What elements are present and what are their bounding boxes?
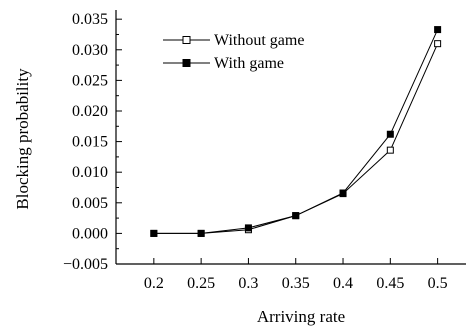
x-tick-label: 0.4 [333, 275, 353, 292]
y-tick-label: 0.010 [72, 164, 108, 181]
y-tick-label: 0.035 [72, 11, 108, 28]
open-square-marker [386, 146, 394, 154]
legend-marker-1 [182, 36, 191, 44]
y-tick-label: 0.015 [72, 134, 108, 151]
y-tick-label: 0.030 [72, 42, 108, 59]
x-tick-label: 0.25 [187, 275, 215, 292]
y-tick-label: 0.000 [72, 225, 108, 242]
x-tick-label: 0.3 [238, 275, 258, 292]
x-axis-title: Arriving rate [257, 307, 345, 326]
filled-square-marker [197, 229, 205, 237]
x-tick-label: 0.45 [376, 275, 404, 292]
y-tick-label: 0.025 [72, 72, 108, 89]
filled-square-marker [244, 224, 252, 232]
legend: Without game With game [163, 32, 304, 72]
legend-marker-2 [182, 59, 191, 67]
x-tick-label: 0.35 [282, 275, 310, 292]
y-axis-title: Blocking probability [13, 68, 32, 210]
series-line-1 [153, 43, 439, 234]
legend-label-2: With game [214, 55, 284, 72]
plot-area: −0.005 0.000 0.005 0.010 0.015 0.020 0.025 0.03… [63, 10, 466, 292]
y-tick-label: −0.005 [63, 256, 108, 273]
y-tick-label: 0.005 [72, 195, 108, 212]
filled-square-marker [150, 229, 158, 237]
open-square-marker [434, 40, 442, 48]
x-tick-label: 0.5 [428, 275, 448, 292]
legend-label-1: Without game [214, 32, 304, 49]
series-line-2 [153, 29, 439, 234]
y-tick-label: 0.020 [72, 103, 108, 120]
x-tick-label: 0.2 [144, 275, 164, 292]
filled-square-marker [292, 212, 300, 220]
filled-square-marker [339, 189, 347, 197]
filled-square-marker [434, 26, 442, 34]
filled-square-marker [386, 130, 394, 138]
